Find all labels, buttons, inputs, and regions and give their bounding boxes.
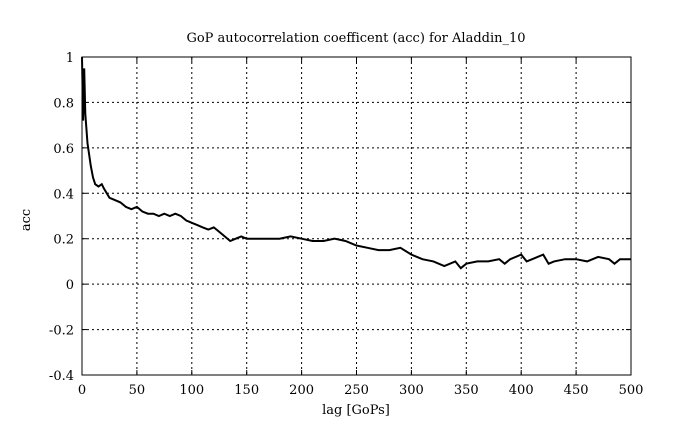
x-tick-label: 450 [564, 383, 589, 398]
y-tick-label: 0.4 [53, 187, 74, 202]
y-tick-label: -0.4 [49, 369, 74, 384]
chart-title: GoP autocorrelation coefficent (acc) for… [186, 31, 525, 46]
y-tick-label: 0 [66, 278, 74, 293]
y-tick-label: 0.6 [53, 142, 74, 157]
x-tick-label: 100 [179, 383, 204, 398]
axis-ticks: 0 50 100 150 200 250 300 350 400 450 500 -0.4 -0.2 0 0… [49, 51, 643, 398]
y-tick-label: 1 [66, 51, 74, 66]
series-line-acc [81, 56, 631, 270]
x-axis-label: lag [GoPs] [322, 403, 390, 418]
y-axis-label: acc [19, 209, 34, 231]
y-tick-label: 0.8 [53, 96, 74, 111]
x-tick-label: 500 [619, 383, 644, 398]
y-tick-label: -0.2 [49, 324, 74, 339]
x-tick-label: 300 [399, 383, 424, 398]
x-tick-label: 350 [454, 383, 479, 398]
x-tick-label: 50 [129, 383, 146, 398]
x-tick-label: 250 [344, 383, 369, 398]
x-tick-label: 200 [289, 383, 314, 398]
x-tick-label: 150 [234, 383, 259, 398]
grid [82, 57, 631, 375]
y-tick-label: 0.2 [53, 233, 74, 248]
x-tick-label: 400 [509, 383, 534, 398]
x-tick-label: 0 [78, 383, 86, 398]
